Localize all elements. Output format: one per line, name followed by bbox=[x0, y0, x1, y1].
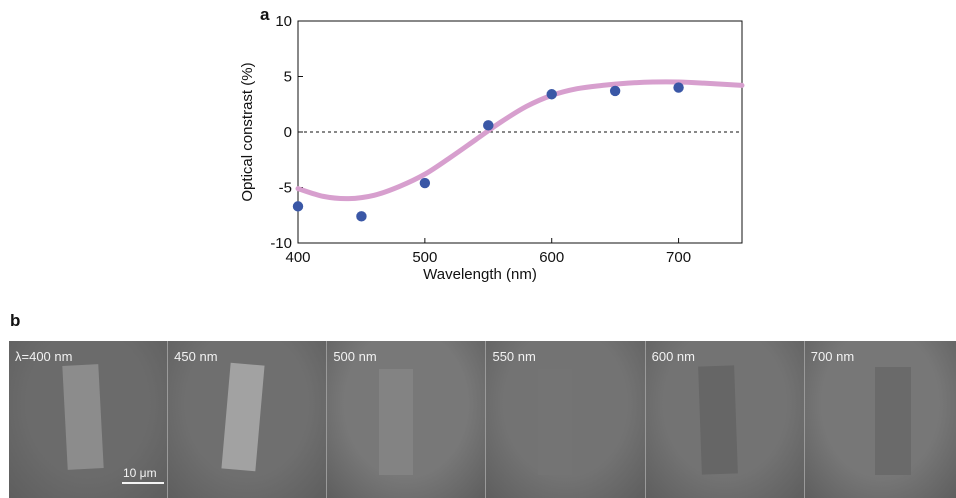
wavelength-caption: 550 nm bbox=[492, 349, 536, 364]
flake bbox=[538, 369, 573, 475]
flake bbox=[697, 365, 738, 475]
flake bbox=[62, 364, 104, 470]
flake bbox=[379, 369, 414, 475]
data-point bbox=[292, 201, 304, 212]
micrograph-strip: λ=400 nm 10 μm 450 nm 500 nm 550 nm 600 nm 700… bbox=[9, 341, 956, 498]
micrograph-panel: 700 nm bbox=[803, 341, 956, 498]
x-tick-label: 400 bbox=[285, 249, 310, 266]
data-point bbox=[609, 85, 621, 97]
data-point bbox=[546, 89, 557, 100]
y-tick-label: 5 bbox=[284, 69, 292, 86]
micrograph-panel: 500 nm bbox=[326, 341, 486, 498]
micrograph-panel: 450 nm bbox=[167, 341, 327, 498]
flake bbox=[221, 362, 265, 472]
data-point bbox=[356, 211, 367, 222]
y-tick-label: 10 bbox=[275, 13, 292, 30]
optical-contrast-chart: 400 500 600 700 10 5 0 -5 -10 Wavelength (nm) Opti… bbox=[239, 13, 745, 283]
panel-b-label: b bbox=[10, 311, 21, 330]
data-point bbox=[419, 177, 431, 189]
micrograph-panel: 550 nm bbox=[485, 341, 645, 498]
panel-a-label: a bbox=[260, 5, 270, 24]
micrograph-panel: 600 nm bbox=[644, 341, 804, 498]
wavelength-caption: 450 nm bbox=[174, 349, 218, 364]
wavelength-caption: 700 nm bbox=[810, 349, 855, 364]
x-axis-label: Wavelength (nm) bbox=[423, 266, 537, 283]
wavelength-caption: 500 nm bbox=[333, 349, 377, 364]
x-tick-label: 700 bbox=[666, 249, 691, 266]
x-tick-label: 600 bbox=[539, 249, 564, 266]
y-tick-label: -5 bbox=[279, 180, 292, 197]
scale-bar-label: 10 μm bbox=[123, 466, 157, 480]
y-axis-label: Optical constrast (%) bbox=[239, 62, 256, 201]
x-tick-label: 500 bbox=[412, 249, 437, 266]
micrograph-panel: λ=400 nm 10 μm bbox=[9, 341, 168, 498]
scale-bar bbox=[122, 482, 164, 484]
wavelength-caption: λ=400 nm bbox=[15, 349, 73, 364]
y-tick-label: 0 bbox=[284, 124, 292, 141]
wavelength-caption: 600 nm bbox=[651, 349, 695, 364]
data-point bbox=[483, 120, 494, 131]
fit-curve bbox=[295, 79, 745, 202]
flake bbox=[874, 367, 911, 475]
y-tick-label: -10 bbox=[270, 235, 292, 252]
data-point bbox=[673, 82, 684, 93]
